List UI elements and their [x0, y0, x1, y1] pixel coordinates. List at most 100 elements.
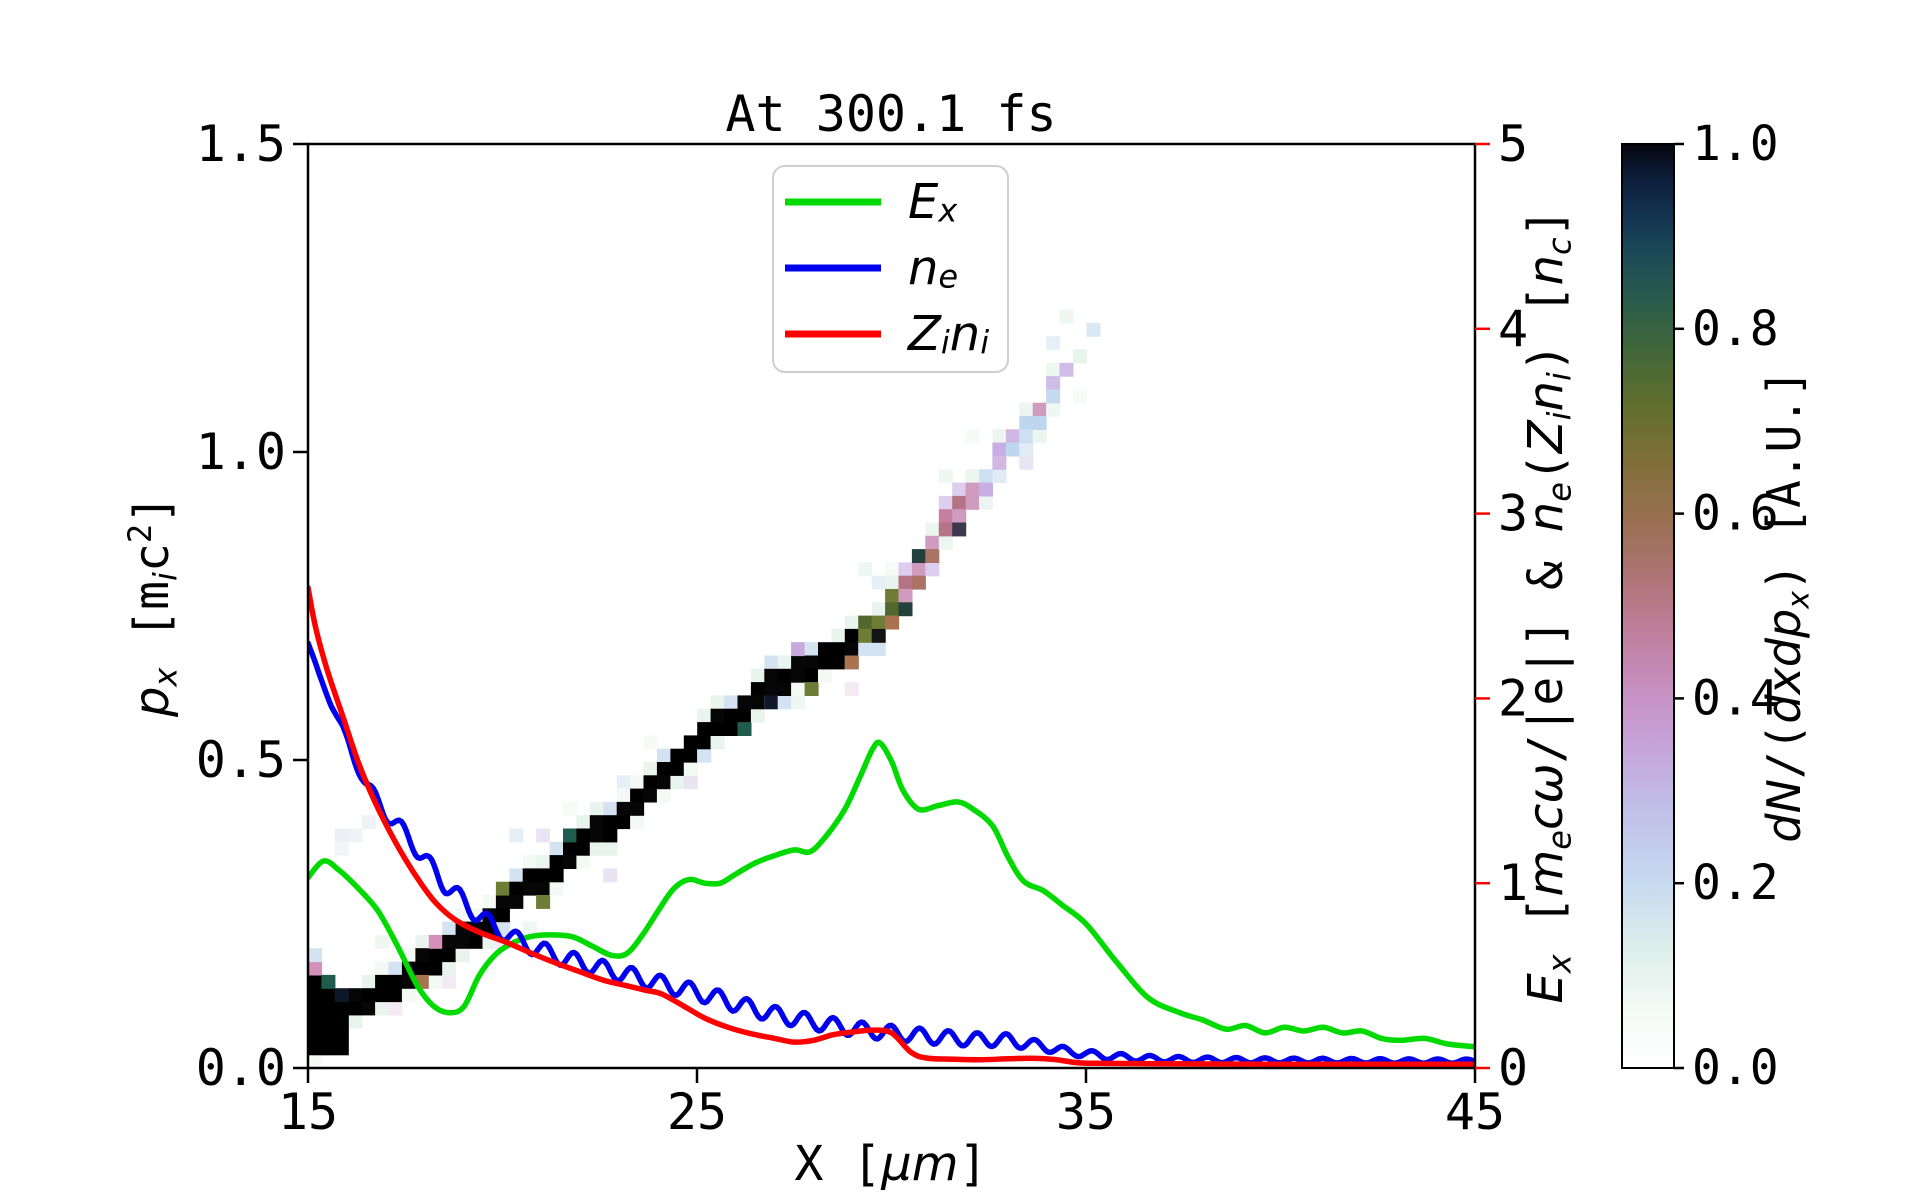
- heatmap-core-cell: [334, 1041, 349, 1056]
- heatmap-edge-cell: [885, 575, 900, 590]
- heatmap-edge-cell: [1032, 429, 1047, 444]
- heatmap-edge-cell: [1019, 402, 1034, 417]
- heatmap-noise-cell: [885, 562, 900, 577]
- label-segment: Z: [1518, 419, 1574, 455]
- heatmap-edge-cell: [871, 642, 886, 657]
- y-right-tick-label: 3: [1498, 485, 1528, 543]
- heatmap-core-cell: [495, 908, 510, 923]
- heatmap-core-cell: [455, 934, 470, 949]
- heatmap-noise-cell: [334, 828, 349, 843]
- heatmap-core-cell: [308, 974, 323, 989]
- heatmap-edge-cell: [818, 668, 833, 683]
- heatmap-core-cell: [710, 722, 725, 737]
- heatmap-edge-cell: [992, 469, 1007, 484]
- heatmap-speckle-cell: [952, 522, 967, 537]
- heatmap-edge-cell: [415, 934, 430, 949]
- heatmap-speckle-cell: [791, 642, 806, 657]
- heatmap-edge-cell: [938, 495, 953, 510]
- heatmap-edge-cell: [683, 762, 698, 776]
- heatmap-core-cell: [495, 895, 510, 909]
- y-left-tick-label: 1.0: [196, 423, 286, 481]
- heatmap-core-cell: [321, 1001, 336, 1016]
- heatmap-noise-cell: [442, 974, 457, 989]
- heatmap-core-cell: [911, 575, 926, 590]
- heatmap-speckle-cell: [536, 895, 551, 909]
- label-segment: X [: [795, 1136, 882, 1192]
- heatmap-speckle-cell: [495, 881, 510, 896]
- heatmap-edge-cell: [858, 642, 873, 657]
- heatmap-edge-cell: [697, 748, 712, 763]
- heatmap-edge-cell: [482, 895, 497, 909]
- heatmap-edge-cell: [925, 562, 940, 577]
- heatmap-edge-cell: [630, 815, 645, 830]
- y-left-tick-label: 1.5: [196, 115, 286, 173]
- heatmap-core-cell: [656, 775, 671, 790]
- heatmap-noise-cell: [1059, 309, 1074, 324]
- heatmap-core-cell: [576, 841, 591, 856]
- heatmap-edge-cell: [1019, 442, 1034, 457]
- heatmap-noise-cell: [844, 682, 859, 697]
- y-left-tick-label: 0.5: [196, 731, 286, 789]
- x-tick-label: 45: [1445, 1083, 1505, 1141]
- label-segment: i: [941, 324, 950, 362]
- heatmap-core-cell: [777, 668, 792, 683]
- heatmap-core-cell: [844, 642, 859, 657]
- heatmap-edge-cell: [925, 522, 940, 537]
- heatmap-core-cell: [965, 495, 980, 510]
- label-segment: n: [950, 306, 980, 362]
- heatmap-core-cell: [334, 1028, 349, 1043]
- heatmap-core-cell: [938, 522, 953, 537]
- heatmap-core-cell: [1086, 322, 1101, 337]
- legend-item-label: ne: [908, 240, 958, 296]
- heatmap-core-cell: [563, 855, 578, 870]
- heatmap-noise-cell: [616, 775, 631, 790]
- heatmap-noise-cell: [308, 1054, 323, 1068]
- heatmap-core-cell: [818, 655, 833, 670]
- heatmap-core-cell: [804, 668, 819, 683]
- heatmap-core-cell: [348, 988, 363, 1003]
- y-axis-right-ticks: 0 1 2 3 4 5: [1475, 115, 1528, 1097]
- heatmap-edge-cell: [898, 562, 913, 577]
- heatmap-core-cell: [831, 642, 846, 657]
- label-segment: i: [147, 572, 185, 581]
- heatmap-core-cell: [791, 655, 806, 670]
- label-segment: x: [937, 192, 958, 230]
- heatmap-core-cell: [818, 642, 833, 657]
- heatmap-edge-cell: [442, 921, 457, 936]
- heatmap-core-cell: [321, 1014, 336, 1029]
- heatmap-speckle-cell: [885, 615, 900, 630]
- heatmap-speckle-cell: [321, 974, 336, 989]
- plot-title: At 300.1 fs: [725, 85, 1056, 143]
- heatmap-core-cell: [710, 708, 725, 723]
- heatmap-speckle-cell: [334, 988, 349, 1003]
- heatmap-edge-cell: [455, 948, 470, 963]
- heatmap-edge-cell: [710, 695, 725, 710]
- label-segment: cω: [1518, 763, 1574, 830]
- label-segment: dN: [1757, 779, 1811, 843]
- heatmap-core-cell: [683, 735, 698, 750]
- heatmap-core-cell: [697, 735, 712, 750]
- label-segment: ]: [124, 495, 180, 524]
- heatmap-edge-cell: [1046, 362, 1061, 377]
- heatmap-noise-cell: [522, 921, 537, 936]
- label-segment: E: [908, 174, 939, 230]
- heatmap-edge-cell: [979, 495, 994, 510]
- colorbar-tick-label: 0.4: [1692, 670, 1779, 726]
- heatmap-edge-cell: [603, 801, 618, 816]
- heatmap-core-cell: [536, 868, 551, 883]
- heatmap-core-cell: [1059, 362, 1074, 377]
- y-right-tick-label: 2: [1498, 669, 1528, 727]
- heatmap-edge-cell: [589, 841, 604, 856]
- heatmap-speckle-cell: [844, 655, 859, 670]
- heatmap-core-cell: [979, 482, 994, 497]
- heatmap-core-cell: [898, 589, 913, 603]
- x-axis-label: X [μm]: [795, 1136, 988, 1192]
- heatmap-core-cell: [308, 1041, 323, 1056]
- heatmap-edge-cell: [1046, 402, 1061, 417]
- heatmap-edge-cell: [428, 974, 443, 989]
- heatmap-noise-cell: [1073, 389, 1088, 404]
- heatmap-edge-cell: [442, 961, 457, 976]
- heatmap-core-cell: [737, 695, 752, 710]
- heatmap-core-cell: [375, 974, 390, 989]
